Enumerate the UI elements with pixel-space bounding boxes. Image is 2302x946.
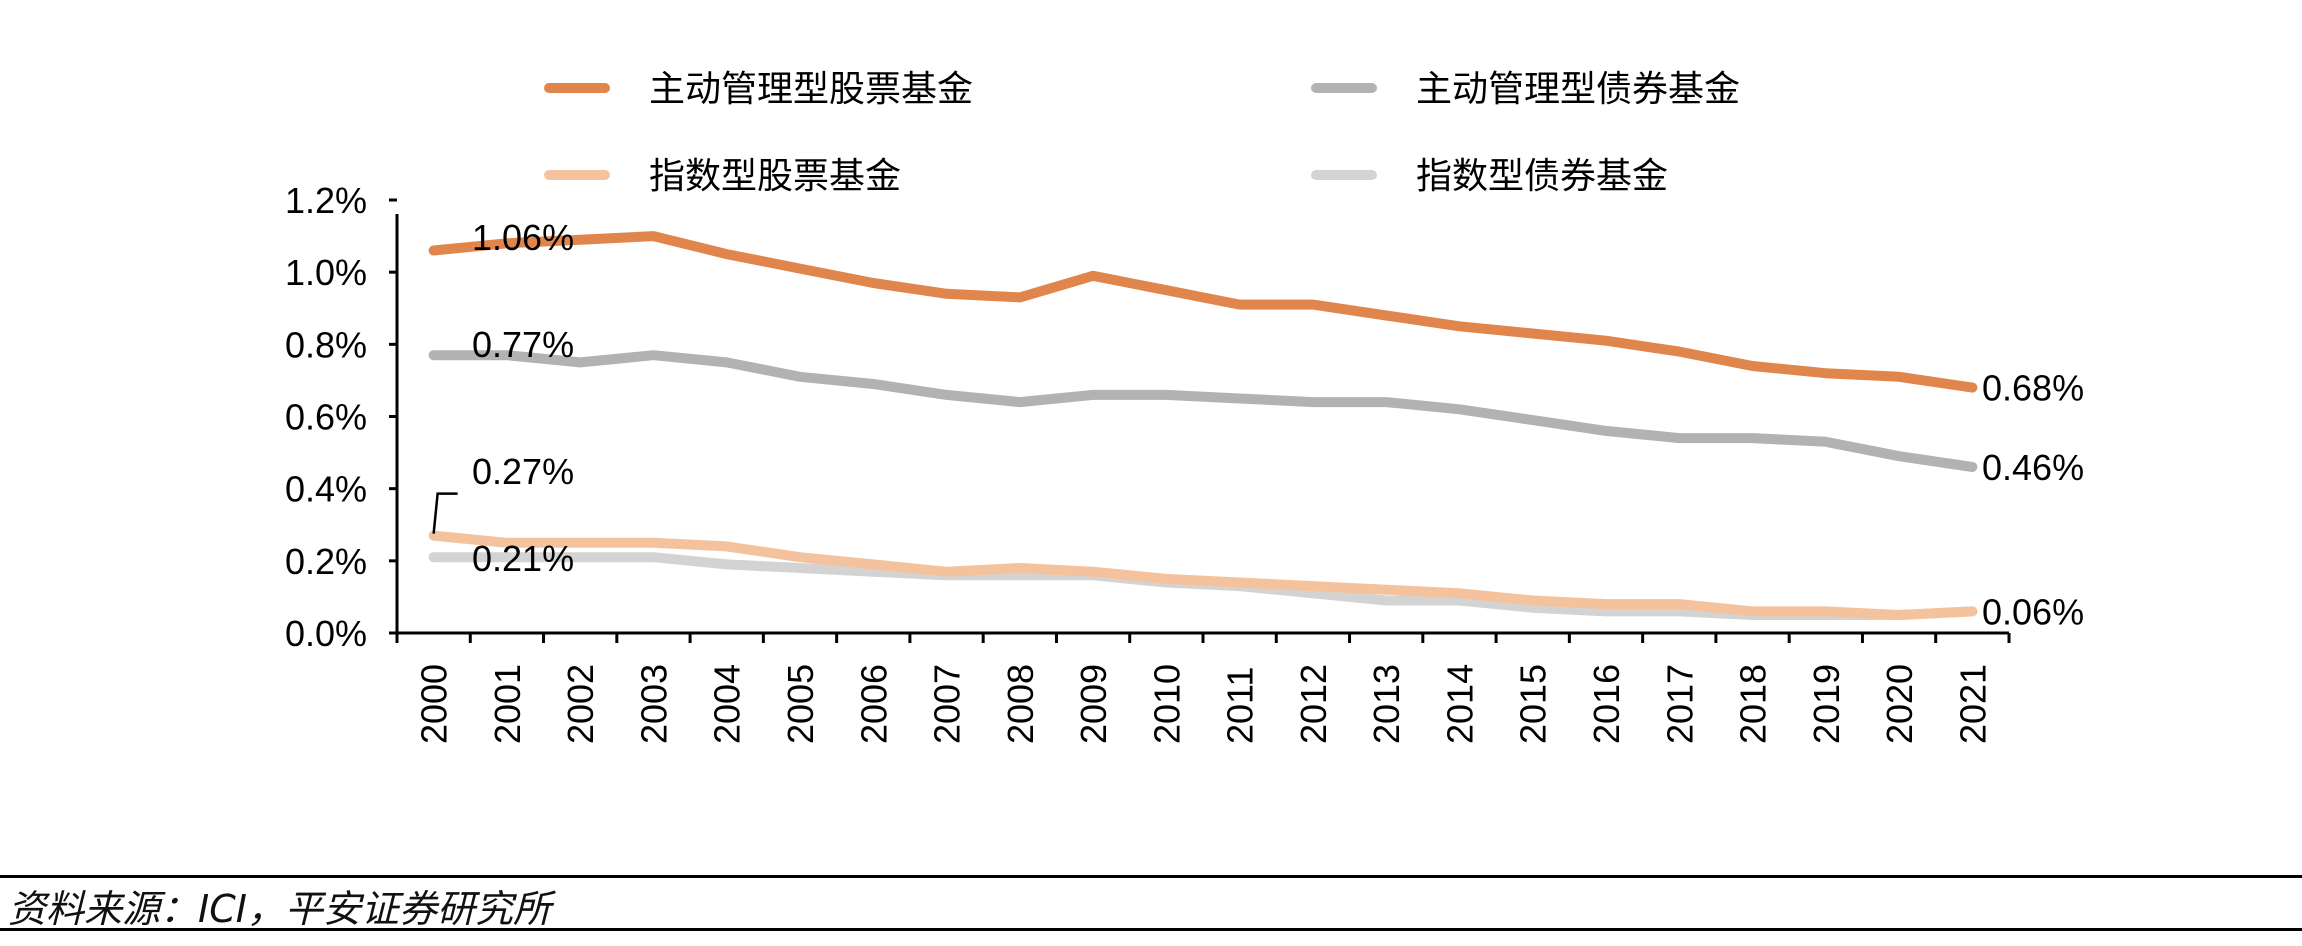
x-tick-label: 2000	[414, 664, 455, 744]
legend-label: 主动管理型债券基金	[1416, 69, 1740, 110]
start-value-label: 0.77%	[472, 324, 574, 365]
x-tick-label: 2009	[1073, 664, 1114, 744]
x-tick-label: 2019	[1806, 664, 1847, 744]
x-tick-label: 2018	[1733, 664, 1774, 744]
series-line	[428, 231, 1978, 393]
legend-label: 指数型债券基金	[1416, 156, 1668, 197]
x-tick-label: 2016	[1586, 664, 1627, 744]
x-tick-label: 2003	[633, 664, 674, 744]
footer-bottom-rule	[0, 928, 2302, 931]
source-note: 资料来源：ICI，平安证券研究所	[8, 887, 551, 931]
start-value-label: 0.27%	[472, 451, 574, 492]
y-tick-label: 1.0%	[285, 252, 367, 293]
x-tick-label: 2011	[1220, 667, 1261, 744]
series-line	[428, 350, 1978, 472]
start-value-label: 0.21%	[472, 538, 574, 579]
x-tick-label: 2007	[927, 664, 968, 744]
x-tick-label: 2013	[1366, 664, 1407, 744]
end-value-label: 0.46%	[1982, 447, 2084, 488]
x-tick-label: 2004	[707, 664, 748, 744]
x-tick-label: 2006	[853, 664, 894, 744]
leader-line	[432, 492, 458, 534]
x-tick-label: 2015	[1513, 664, 1554, 744]
y-tick-label: 0.4%	[285, 469, 367, 510]
y-tick-label: 0.0%	[285, 613, 367, 654]
start-value-label: 1.06%	[472, 217, 574, 258]
y-tick-label: 0.2%	[285, 541, 367, 582]
x-tick-label: 2010	[1146, 664, 1187, 744]
x-tick-label: 2020	[1879, 664, 1920, 744]
x-tick-label: 2012	[1293, 664, 1334, 744]
legend-label: 主动管理型股票基金	[649, 69, 973, 110]
x-tick-label: 2001	[487, 664, 528, 744]
y-tick-label: 1.2%	[285, 180, 367, 221]
x-tick-label: 2021	[1952, 664, 1993, 744]
y-tick-label: 0.8%	[285, 324, 367, 365]
x-tick-label: 2005	[780, 664, 821, 744]
end-value-label: 0.68%	[1982, 368, 2084, 409]
footer-top-rule	[0, 875, 2302, 878]
x-tick-label: 2002	[560, 664, 601, 744]
x-tick-label: 2017	[1659, 664, 1700, 744]
y-tick-label: 0.6%	[285, 397, 367, 438]
x-tick-label: 2008	[1000, 664, 1041, 744]
end-value-label: 0.06%	[1982, 591, 2084, 632]
series-line	[428, 530, 1978, 620]
legend-label: 指数型股票基金	[649, 156, 901, 197]
x-tick-label: 2014	[1439, 664, 1480, 744]
